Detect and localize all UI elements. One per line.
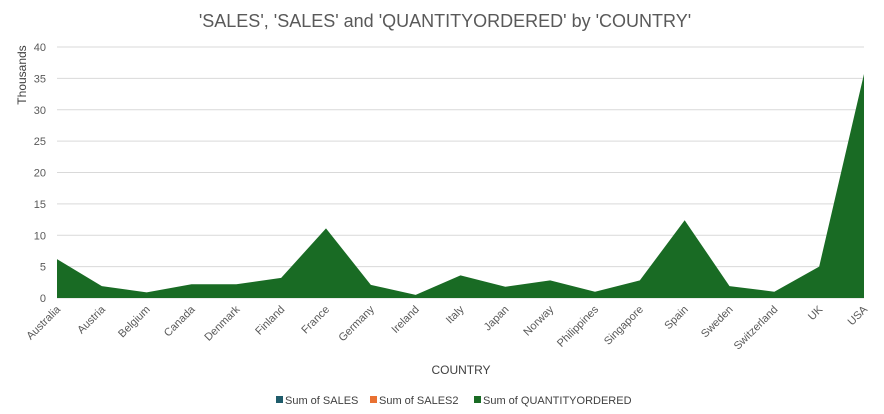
y-tick-label: 15	[34, 199, 46, 211]
x-tick-label: Sweden	[699, 304, 736, 341]
x-tick-label: Spain	[662, 304, 690, 332]
legend-swatch	[276, 396, 283, 403]
x-axis-title: COUNTRY	[431, 363, 490, 377]
legend-item-label: Sum of SALES2	[379, 395, 459, 407]
legend-item-label: Sum of SALES	[285, 395, 358, 407]
x-tick-label: Italy	[444, 303, 467, 326]
legend-item-label: Sum of QUANTITYORDERED	[483, 395, 632, 407]
y-tick-label: 25	[34, 136, 46, 148]
y-axis-ticks: 0 5 10 15 20 25 30 35 40	[34, 42, 46, 305]
legend-swatch	[474, 396, 481, 403]
x-tick-label: France	[299, 304, 332, 337]
x-tick-label: Canada	[162, 303, 198, 339]
series-areas	[57, 73, 864, 298]
y-tick-label: 10	[34, 230, 46, 242]
y-axis-title: Thousands	[15, 45, 29, 104]
x-tick-label: Switzerland	[732, 304, 781, 353]
x-tick-label: Denmark	[202, 303, 242, 343]
x-tick-label: Austria	[75, 303, 108, 336]
x-tick-label: Finland	[253, 304, 287, 338]
x-tick-label: Belgium	[116, 304, 153, 341]
x-axis-ticks: Australia Austria Belgium Canada Denmark Finl…	[24, 303, 870, 352]
x-tick-label: Ireland	[390, 304, 422, 336]
x-tick-label: Germany	[336, 303, 377, 344]
y-tick-label: 30	[34, 105, 46, 117]
x-tick-label: USA	[846, 303, 871, 328]
x-tick-label: Norway	[521, 303, 556, 338]
x-tick-label: UK	[806, 303, 826, 323]
x-tick-label: Australia	[24, 303, 63, 342]
x-tick-label: Philippines	[555, 303, 601, 349]
chart-title: 'SALES', 'SALES' and 'QUANTITYORDERED' b…	[199, 11, 691, 31]
y-tick-label: 5	[40, 262, 46, 274]
y-tick-label: 35	[34, 73, 46, 85]
legend: Sum of SALES Sum of SALES2 Sum of QUANTITY…	[276, 395, 632, 407]
area-series-2	[57, 73, 864, 298]
grid-lines	[57, 46, 864, 299]
x-tick-label: Singapore	[602, 304, 646, 348]
y-tick-label: 20	[34, 168, 46, 180]
y-tick-label: 0	[40, 293, 46, 305]
x-tick-label: Japan	[482, 304, 512, 334]
legend-swatch	[370, 396, 377, 403]
y-tick-label: 40	[34, 42, 46, 54]
